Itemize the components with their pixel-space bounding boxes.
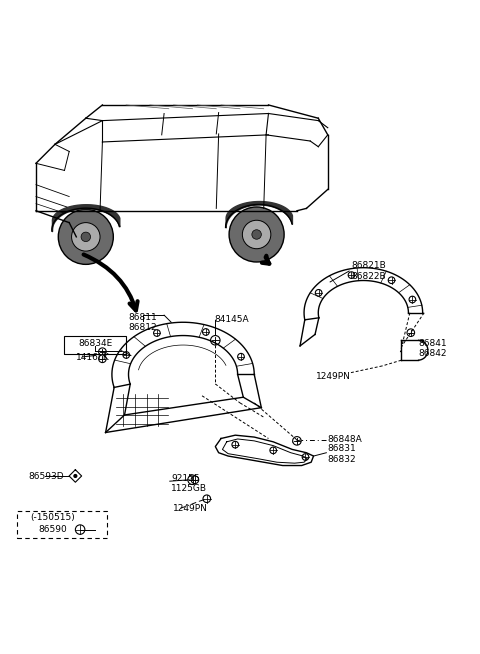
Circle shape xyxy=(242,220,271,249)
Circle shape xyxy=(229,207,284,262)
Text: 1249PN: 1249PN xyxy=(316,372,351,381)
Circle shape xyxy=(191,476,199,483)
Circle shape xyxy=(73,474,77,478)
Text: 84145A: 84145A xyxy=(214,315,249,324)
Text: 86593D: 86593D xyxy=(29,472,64,481)
Text: 92155
1125GB: 92155 1125GB xyxy=(171,474,207,493)
Circle shape xyxy=(98,355,106,362)
Text: 86831
86832: 86831 86832 xyxy=(328,445,357,464)
Circle shape xyxy=(252,230,261,239)
Text: (-150515): (-150515) xyxy=(30,513,75,523)
Circle shape xyxy=(98,348,106,356)
Text: 86848A: 86848A xyxy=(328,436,362,445)
Bar xyxy=(64,336,126,354)
Text: 86811
86812: 86811 86812 xyxy=(128,313,157,332)
Text: 1416LK: 1416LK xyxy=(76,353,110,362)
Circle shape xyxy=(211,336,220,345)
Circle shape xyxy=(407,329,415,337)
Text: 1249PN: 1249PN xyxy=(173,504,208,513)
Circle shape xyxy=(81,232,91,241)
Text: 86841
86842: 86841 86842 xyxy=(418,339,446,358)
Circle shape xyxy=(293,437,301,445)
Circle shape xyxy=(72,222,100,251)
Circle shape xyxy=(188,475,197,485)
Text: 86590: 86590 xyxy=(38,525,67,534)
Circle shape xyxy=(58,209,113,264)
Text: 86821B
86822B: 86821B 86822B xyxy=(351,262,386,281)
Text: 86834E: 86834E xyxy=(78,339,112,348)
